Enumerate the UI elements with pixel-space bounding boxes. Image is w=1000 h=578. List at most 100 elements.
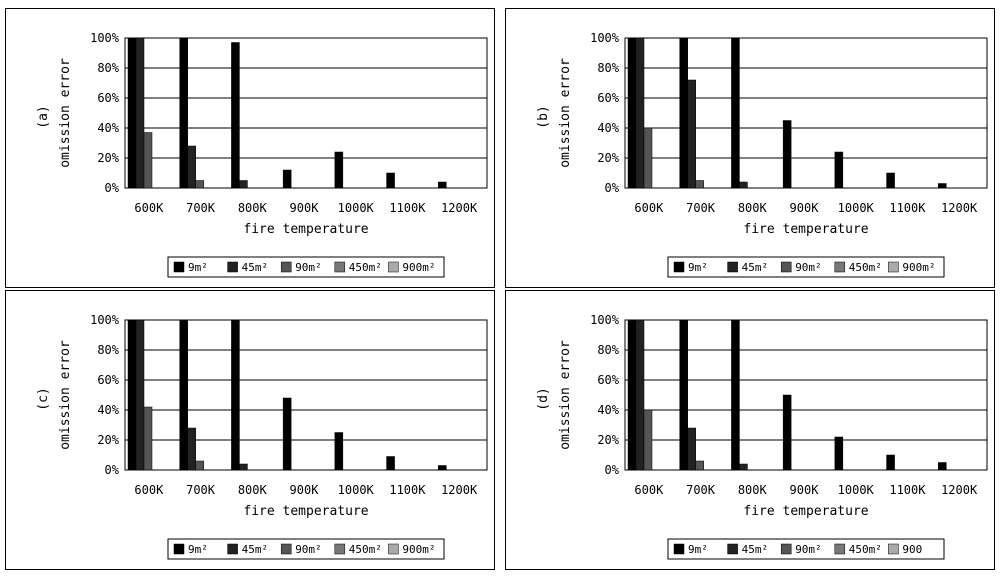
y-tick-label: 100% <box>90 31 120 45</box>
x-tick-label: 900K <box>790 201 820 215</box>
plot-area <box>624 319 988 471</box>
bar <box>739 463 748 471</box>
x-tick-label: 600K <box>134 483 164 497</box>
chart-svg-b: 0% 20% 40% 60% 80% 100% 600K 700K 800K 900K 1000K 1… <box>505 8 995 288</box>
chart-frame <box>505 8 995 288</box>
x-tick-label: 800K <box>238 201 268 215</box>
legend-label: 900 <box>902 543 922 556</box>
x-tick-label: 700K <box>686 201 716 215</box>
bar <box>179 37 188 189</box>
y-tick-label: 80% <box>97 61 119 75</box>
legend-swatch <box>173 261 185 273</box>
x-tick-label: 700K <box>186 201 216 215</box>
x-tick-label: 900K <box>790 483 820 497</box>
legend-swatch <box>780 543 792 555</box>
bar <box>438 465 447 471</box>
y-tick-label: 60% <box>97 373 119 387</box>
chart-panel-c: 0% 20% 40% 60% 80% 100% 600K 700K 800K 900K 1000K 1… <box>5 290 495 570</box>
legend-label: 90m² <box>295 261 322 274</box>
panel-label: (a) <box>36 105 51 128</box>
y-tick-label: 0% <box>105 463 120 477</box>
bar <box>635 319 645 471</box>
y-tick-label: 100% <box>90 313 120 327</box>
bar <box>195 180 204 189</box>
bar <box>687 427 696 471</box>
bar <box>231 319 240 471</box>
bar <box>834 151 844 189</box>
bar <box>643 127 653 189</box>
chart-frame <box>5 290 495 570</box>
y-tick-label: 60% <box>97 91 119 105</box>
chart-frame <box>505 290 995 570</box>
legend-swatch <box>280 543 292 555</box>
legend-swatch <box>888 543 899 555</box>
x-axis-title: fire temperature <box>243 504 368 519</box>
chart-panel-a: 0% 20% 40% 60% 80% 100% 600K 700K 800K 900K 1000K 1… <box>5 8 495 288</box>
x-tick-label: 1000K <box>838 483 875 497</box>
bar <box>143 406 153 471</box>
legend-label: 450m² <box>849 261 882 274</box>
legend-swatch <box>334 261 346 273</box>
legend-label: 450m² <box>349 261 382 274</box>
y-tick-label: 80% <box>97 343 119 357</box>
y-tick-label: 0% <box>605 463 620 477</box>
y-axis-title: omission error <box>58 340 73 450</box>
y-tick-label: 100% <box>590 313 620 327</box>
x-tick-label: 1200K <box>941 483 978 497</box>
plot-area <box>124 319 488 471</box>
bar <box>886 172 895 189</box>
bar <box>782 120 792 189</box>
x-tick-label: 900K <box>290 201 320 215</box>
x-tick-label: 700K <box>186 483 216 497</box>
bar <box>635 37 645 189</box>
y-axis-title: omission error <box>558 340 573 450</box>
y-tick-label: 20% <box>97 151 119 165</box>
bar <box>739 181 748 189</box>
bar <box>782 394 792 471</box>
legend-swatch <box>727 261 738 273</box>
x-tick-label: 900K <box>290 483 320 497</box>
bar <box>187 427 196 471</box>
y-tick-label: 60% <box>597 91 619 105</box>
bar <box>239 463 248 471</box>
legend-swatch <box>227 261 238 273</box>
legend-swatch <box>227 543 238 555</box>
y-tick-label: 20% <box>597 151 619 165</box>
plot-area <box>124 37 488 189</box>
y-tick-label: 80% <box>597 343 619 357</box>
y-axis-title: omission error <box>558 58 573 168</box>
legend-label: 45m² <box>742 543 769 556</box>
chart-svg-d: 0% 20% 40% 60% 80% 100% 600K 700K 800K 900K 1000K 1… <box>505 290 995 570</box>
bar <box>195 460 204 471</box>
y-tick-label: 80% <box>597 61 619 75</box>
panel-label: (d) <box>536 387 551 410</box>
legend-swatch <box>673 261 685 273</box>
bar <box>627 37 637 189</box>
x-tick-label: 600K <box>634 201 664 215</box>
x-tick-label: 1000K <box>338 483 375 497</box>
y-tick-label: 20% <box>97 433 119 447</box>
chart-frame <box>5 8 495 288</box>
x-tick-label: 800K <box>738 201 768 215</box>
bar <box>239 180 248 189</box>
bar <box>282 169 292 189</box>
y-tick-label: 100% <box>590 31 620 45</box>
legend-label: 45m² <box>742 261 769 274</box>
bar <box>886 454 895 471</box>
bar <box>938 183 947 189</box>
bar <box>334 151 344 189</box>
legend-label: 9m² <box>688 261 708 274</box>
chart-panel-b: 0% 20% 40% 60% 80% 100% 600K 700K 800K 900K 1000K 1… <box>505 8 995 288</box>
bar <box>135 37 145 189</box>
bar <box>127 319 137 471</box>
legend-swatch <box>888 261 899 273</box>
bar <box>687 79 696 189</box>
bar <box>695 180 704 189</box>
x-tick-label: 1200K <box>941 201 978 215</box>
legend-label: 9m² <box>688 543 708 556</box>
plot-area <box>624 37 988 189</box>
legend-swatch <box>388 543 399 555</box>
bar <box>695 460 704 471</box>
x-tick-label: 1200K <box>441 201 478 215</box>
